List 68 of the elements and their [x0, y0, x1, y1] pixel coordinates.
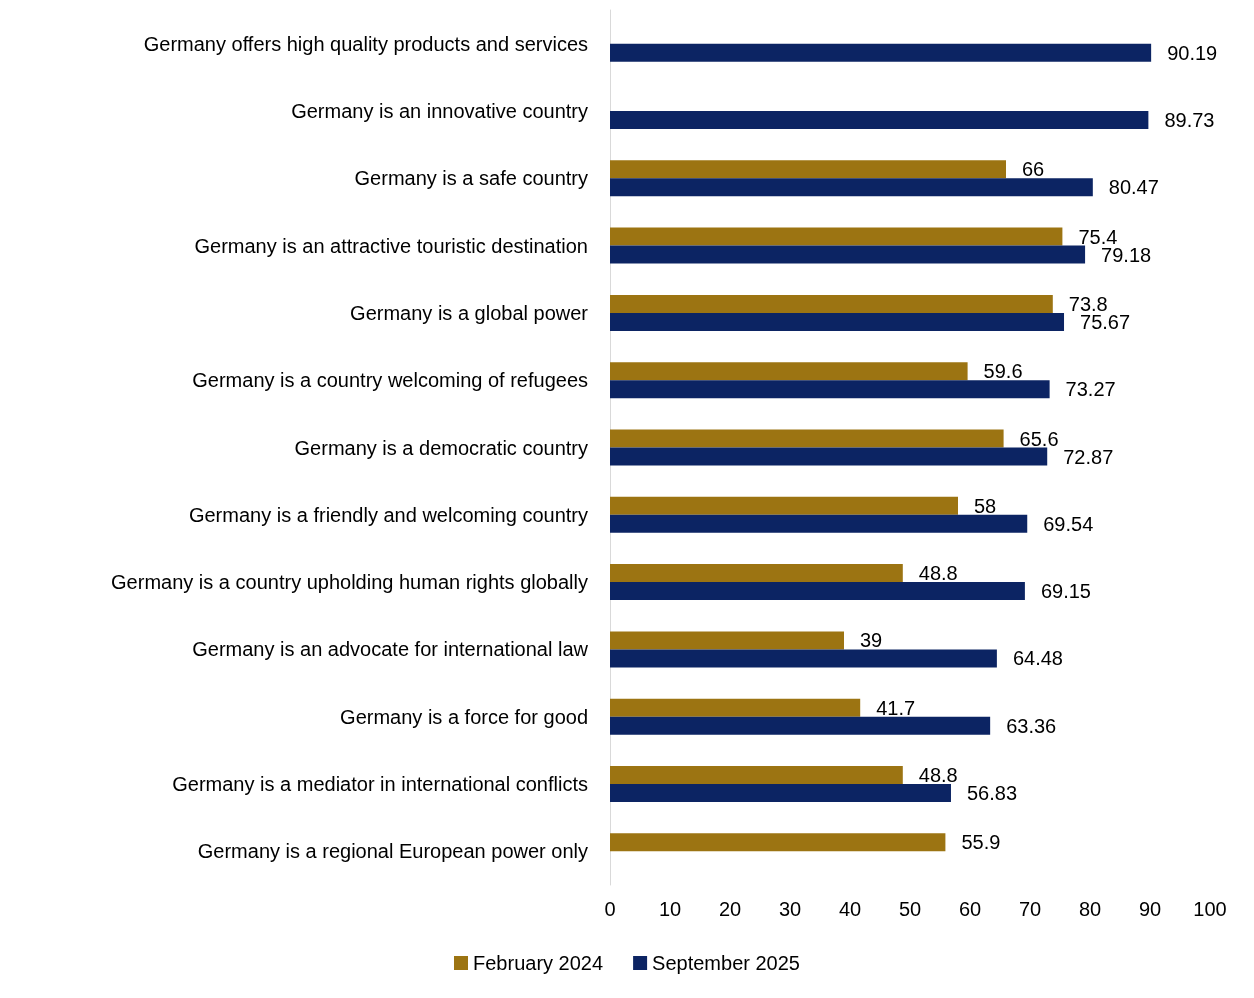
data-label: 56.83 [966, 782, 1018, 805]
bar [610, 227, 1063, 246]
data-label: 39 [860, 629, 883, 652]
bar [610, 514, 1028, 533]
bar [610, 698, 861, 717]
bar [610, 429, 1004, 448]
bar [610, 294, 1053, 313]
y-tick-label: Germany is a country welcoming of refugees [192, 369, 588, 392]
x-tick-label: 0 [604, 898, 616, 920]
y-tick-label: Germany is a safe country [354, 167, 588, 190]
data-label: 64.48 [1012, 647, 1063, 670]
data-label: 73.27 [1065, 378, 1116, 401]
data-label: 63.36 [1006, 714, 1057, 737]
bar [610, 766, 903, 785]
y-tick-label: Germany is a force for good [340, 705, 588, 728]
bar [610, 582, 1025, 601]
data-label: 89.73 [1164, 108, 1215, 131]
legend-label: February 2024 [473, 952, 604, 974]
bar [610, 178, 1093, 197]
bar [610, 312, 1065, 331]
data-label: 66 [1022, 158, 1045, 181]
data-label: 90.19 [1167, 41, 1218, 64]
y-tick-label: Germany is an advocate for international law [192, 638, 589, 661]
data-label: 48.8 [918, 764, 958, 787]
data-label: 69.15 [1040, 580, 1091, 603]
x-tick-label: 90 [1138, 898, 1162, 920]
bar [610, 564, 903, 583]
x-tick-label: 60 [958, 898, 982, 920]
data-label: 55.9 [961, 831, 1001, 854]
y-tick-label: Germany is a mediator in international conflicts [172, 773, 588, 796]
bar [610, 496, 958, 515]
x-tick-label: 30 [778, 898, 802, 920]
bar [610, 649, 997, 668]
bar [610, 362, 968, 381]
data-label: 65.6 [1019, 427, 1059, 450]
x-tick-label: 70 [1018, 898, 1042, 920]
data-label: 80.47 [1108, 176, 1159, 199]
legend-label: September 2025 [652, 952, 800, 974]
bar [610, 160, 1006, 179]
data-label: 48.8 [918, 562, 958, 585]
y-tick-label: Germany is an innovative country [291, 99, 588, 122]
y-tick-label: Germany is a country upholding human rights globally [111, 571, 588, 594]
bar [610, 245, 1086, 264]
y-tick-label: Germany is an attractive touristic destination [194, 234, 588, 257]
data-label: 59.6 [983, 360, 1023, 383]
data-label: 72.87 [1063, 445, 1114, 468]
x-tick-label: 80 [1078, 898, 1102, 920]
x-tick-label: 50 [898, 898, 922, 920]
bar [610, 110, 1149, 129]
data-label: 58 [974, 494, 997, 517]
bar [610, 833, 946, 852]
x-tick-label: 100 [1193, 898, 1227, 920]
x-tick-label: 10 [658, 898, 682, 920]
x-tick-label: 40 [838, 898, 862, 920]
bar [610, 447, 1048, 466]
x-tick-label: 20 [718, 898, 742, 920]
y-tick-label: Germany is a democratic country [294, 436, 588, 459]
bar [610, 631, 844, 650]
bar [610, 784, 951, 803]
data-label: 69.54 [1043, 512, 1094, 535]
bar [610, 716, 991, 735]
y-tick-label: Germany offers high quality products and services [143, 32, 588, 55]
y-tick-label: Germany is a regional European power only [197, 840, 588, 863]
bar [610, 43, 1152, 62]
bar [610, 380, 1050, 399]
data-label: 41.7 [876, 696, 916, 719]
y-tick-label: Germany is a friendly and welcoming country [188, 503, 588, 526]
y-tick-label: Germany is a global power [350, 301, 589, 324]
